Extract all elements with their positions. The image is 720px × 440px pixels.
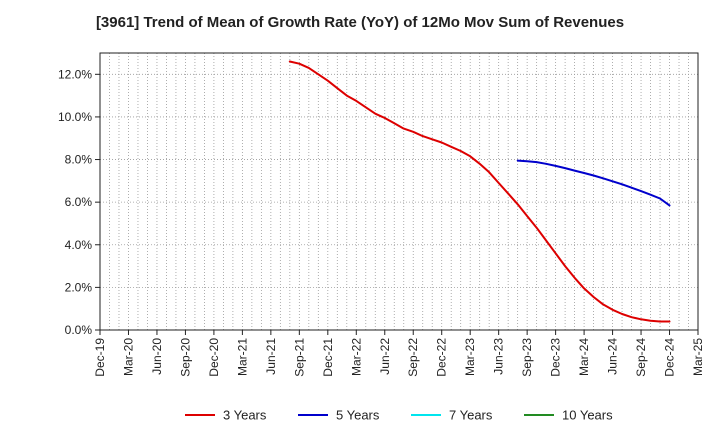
series-lines: [288, 60, 671, 323]
y-tick-label: 12.0%: [58, 67, 92, 81]
y-tick-label: 6.0%: [65, 195, 93, 209]
legend-label-5-years: 5 Years: [336, 408, 380, 423]
x-tick-label: Dec-19: [93, 338, 107, 377]
y-tick-label: 10.0%: [58, 110, 92, 124]
y-tick-label: 0.0%: [65, 323, 93, 337]
x-tick-label: Dec-24: [663, 338, 677, 377]
x-tick-label: Mar-22: [349, 338, 363, 376]
x-tick-label: Mar-20: [121, 338, 135, 376]
x-tick-label: Jun-21: [264, 338, 278, 375]
x-tick-label: Sep-22: [406, 338, 420, 377]
x-tick-label: Dec-20: [207, 338, 221, 377]
x-tick-label: Sep-23: [520, 338, 534, 377]
plot-frame: [99, 52, 699, 331]
chart-title: [3961] Trend of Mean of Growth Rate (YoY…: [95, 14, 625, 31]
x-tick-label: Jun-22: [378, 338, 392, 375]
y-axis: 0.0% 2.0% 4.0% 6.0% 8.0% 10.0% 12.0%: [58, 67, 100, 337]
x-tick-label: Mar-21: [235, 338, 249, 376]
grid-lines: [100, 53, 698, 330]
x-tick-label: Sep-24: [634, 338, 648, 377]
x-tick-label: Mar-25: [691, 338, 705, 376]
x-axis: Dec-19 Mar-20 Jun-20 Sep-20 Dec-20 Mar-21 Jun-…: [93, 330, 705, 377]
legend-label-7-years: 7 Years: [449, 408, 493, 423]
legend-label-3-years: 3 Years: [223, 408, 267, 423]
x-tick-label: Sep-21: [292, 338, 306, 377]
x-tick-label: Jun-20: [150, 338, 164, 375]
x-tick-label: Dec-23: [549, 338, 563, 377]
x-tick-label: Sep-20: [178, 338, 192, 377]
series-line-3-years: [288, 60, 671, 323]
x-tick-label: Dec-21: [321, 338, 335, 377]
x-tick-label: Jun-24: [606, 338, 620, 375]
x-tick-label: Dec-22: [435, 338, 449, 377]
x-tick-label: Mar-24: [577, 338, 591, 376]
legend-label-10-years: 10 Years: [562, 408, 613, 423]
x-tick-label: Mar-23: [463, 338, 477, 376]
legend: 3 Years 5 Years 7 Years 10 Years: [185, 408, 613, 423]
y-tick-label: 4.0%: [65, 238, 93, 252]
y-tick-label: 8.0%: [65, 153, 93, 167]
x-tick-label: Jun-23: [492, 338, 506, 375]
y-tick-label: 2.0%: [65, 280, 93, 294]
series-line-5-years: [516, 159, 671, 207]
